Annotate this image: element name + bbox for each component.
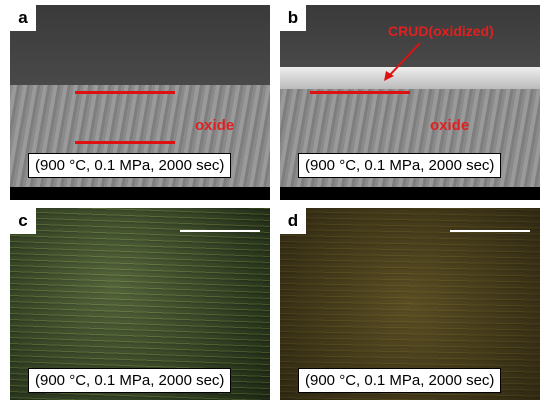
panel-label: c	[10, 208, 36, 234]
panel-label: a	[10, 5, 36, 31]
caption: (900 °C, 0.1 MPa, 2000 sec)	[298, 153, 501, 178]
page: oxide (900 °C, 0.1 MPa, 2000 sec) a CRUD…	[0, 0, 543, 407]
panel-label: d	[280, 208, 306, 234]
annotation: oxide	[195, 117, 234, 134]
caption: (900 °C, 0.1 MPa, 2000 sec)	[298, 368, 501, 393]
panel-c: (900 °C, 0.1 MPa, 2000 sec) c	[10, 208, 270, 400]
panel-d: (900 °C, 0.1 MPa, 2000 sec) d	[280, 208, 540, 400]
caption: (900 °C, 0.1 MPa, 2000 sec)	[28, 153, 231, 178]
annotation: oxide	[430, 117, 469, 134]
panel-a: oxide (900 °C, 0.1 MPa, 2000 sec) a	[10, 5, 270, 200]
caption: (900 °C, 0.1 MPa, 2000 sec)	[28, 368, 231, 393]
panel-b: CRUD(oxidized) oxide (900 °C, 0.1 MPa, 2…	[280, 5, 540, 200]
panel-label: b	[280, 5, 306, 31]
